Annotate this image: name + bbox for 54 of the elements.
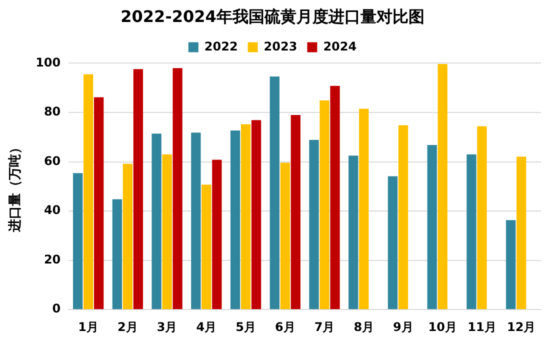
y-tick-label: 20 xyxy=(44,252,61,266)
bar xyxy=(427,145,437,310)
bar xyxy=(212,160,222,310)
y-tick-label: 40 xyxy=(44,203,61,218)
y-tick-label: 80 xyxy=(44,104,61,119)
bar xyxy=(320,100,330,310)
x-tick-label: 12月 xyxy=(506,320,536,334)
y-axis-title: 进口量（万吨） xyxy=(8,140,24,233)
bar xyxy=(330,86,340,310)
bar xyxy=(84,74,94,310)
bar xyxy=(152,134,162,310)
y-tick-label: 100 xyxy=(36,55,61,70)
x-tick-label: 9月 xyxy=(393,320,414,334)
bar xyxy=(477,126,487,310)
bar xyxy=(73,173,83,310)
bar xyxy=(230,130,240,310)
bar xyxy=(506,220,516,310)
bar xyxy=(309,140,319,310)
y-tick-label: 0 xyxy=(52,302,61,316)
bar xyxy=(359,108,369,310)
y-tick-label: 60 xyxy=(44,154,61,168)
bar xyxy=(240,124,251,310)
bar xyxy=(202,184,212,310)
legend-label: 2022 xyxy=(204,39,238,54)
x-tick-label: 3月 xyxy=(156,320,178,334)
x-tick-label: 6月 xyxy=(274,320,296,334)
bar xyxy=(516,156,526,310)
bar xyxy=(94,97,104,310)
bar xyxy=(191,132,201,310)
legend-label: 2024 xyxy=(323,39,357,54)
chart-title: 2022-2024年我国硫黄月度进口量对比图 xyxy=(120,6,424,26)
x-tick-label: 11月 xyxy=(468,320,496,334)
legend-label: 2023 xyxy=(264,39,298,54)
x-tick-label: 10月 xyxy=(428,320,457,334)
bar xyxy=(280,162,290,310)
bar xyxy=(112,199,122,310)
x-tick-label: 4月 xyxy=(196,320,217,334)
x-tick-label: 5月 xyxy=(236,320,256,334)
bar xyxy=(122,164,133,310)
bar xyxy=(172,68,182,310)
bar xyxy=(290,114,300,310)
x-tick-label: 7月 xyxy=(314,320,335,334)
bar xyxy=(133,69,144,310)
x-tick-label: 2月 xyxy=(118,320,138,334)
bar xyxy=(348,156,358,310)
bar xyxy=(438,64,448,310)
bar xyxy=(270,76,280,310)
bar xyxy=(388,176,398,310)
bar xyxy=(398,125,408,310)
bar xyxy=(251,120,262,310)
bar xyxy=(162,154,172,310)
x-tick-label: 1月 xyxy=(78,320,99,334)
bar xyxy=(466,154,476,310)
x-tick-label: 8月 xyxy=(354,320,374,334)
